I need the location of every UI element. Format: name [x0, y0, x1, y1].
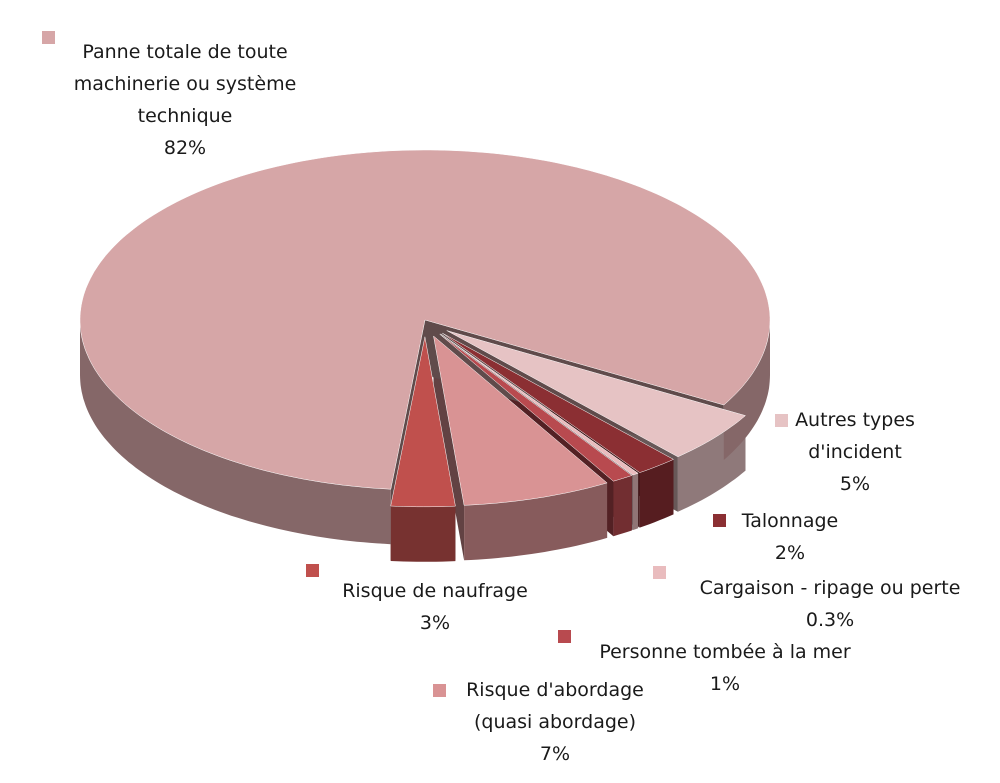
slice: [390, 336, 456, 508]
legend-swatch: [558, 630, 571, 643]
legend-swatch: [306, 564, 319, 577]
slice: [440, 333, 639, 476]
slice-wall: [433, 336, 465, 561]
slice: [433, 335, 608, 506]
label-value: 1%: [709, 673, 741, 695]
legend-swatch: [713, 514, 726, 527]
legend-swatch: [42, 31, 55, 44]
slice-side: [632, 473, 639, 531]
label-value: 82%: [163, 137, 207, 159]
slice-side: [464, 482, 608, 561]
data-label: Risque de naufrage 3%: [320, 575, 550, 639]
label-value: 5%: [839, 473, 871, 495]
label-value: 0.3%: [805, 609, 855, 631]
label-name: Risque d'abordage (quasi abordage): [466, 679, 644, 733]
slice: [446, 330, 747, 458]
legend-swatch: [653, 566, 666, 579]
data-label: Talonnage 2%: [720, 505, 860, 569]
slice: [442, 332, 675, 473]
label-name: Panne totale de toute machinerie ou syst…: [73, 41, 297, 127]
label-value: 7%: [539, 743, 571, 765]
label-name: Personne tombée à la mer: [599, 641, 851, 663]
label-value: 2%: [774, 542, 806, 564]
legend-swatch: [775, 414, 788, 427]
label-name: Cargaison - ripage ou perte: [699, 577, 961, 599]
label-name: Autres types d'incident: [795, 409, 915, 463]
slice: [439, 333, 633, 482]
slice-side: [639, 459, 674, 528]
data-label: Cargaison - ripage ou perte 0.3%: [670, 572, 990, 636]
slice-side: [723, 320, 770, 460]
data-label: Autres types d'incident 5%: [770, 404, 940, 500]
legend-swatch: [433, 684, 446, 697]
slice-side: [80, 320, 391, 545]
label-name: Talonnage: [741, 510, 839, 532]
label-name: Risque de naufrage: [342, 580, 528, 602]
slice-side: [613, 475, 632, 537]
label-value: 3%: [419, 612, 451, 634]
slice: [79, 149, 771, 490]
data-label: Personne tombée à la mer 1%: [570, 636, 880, 700]
slice-side: [390, 506, 456, 562]
data-label: Risque d'abordage (quasi abordage) 7%: [440, 674, 670, 770]
data-label: Panne totale de toute machinerie ou syst…: [60, 36, 310, 164]
